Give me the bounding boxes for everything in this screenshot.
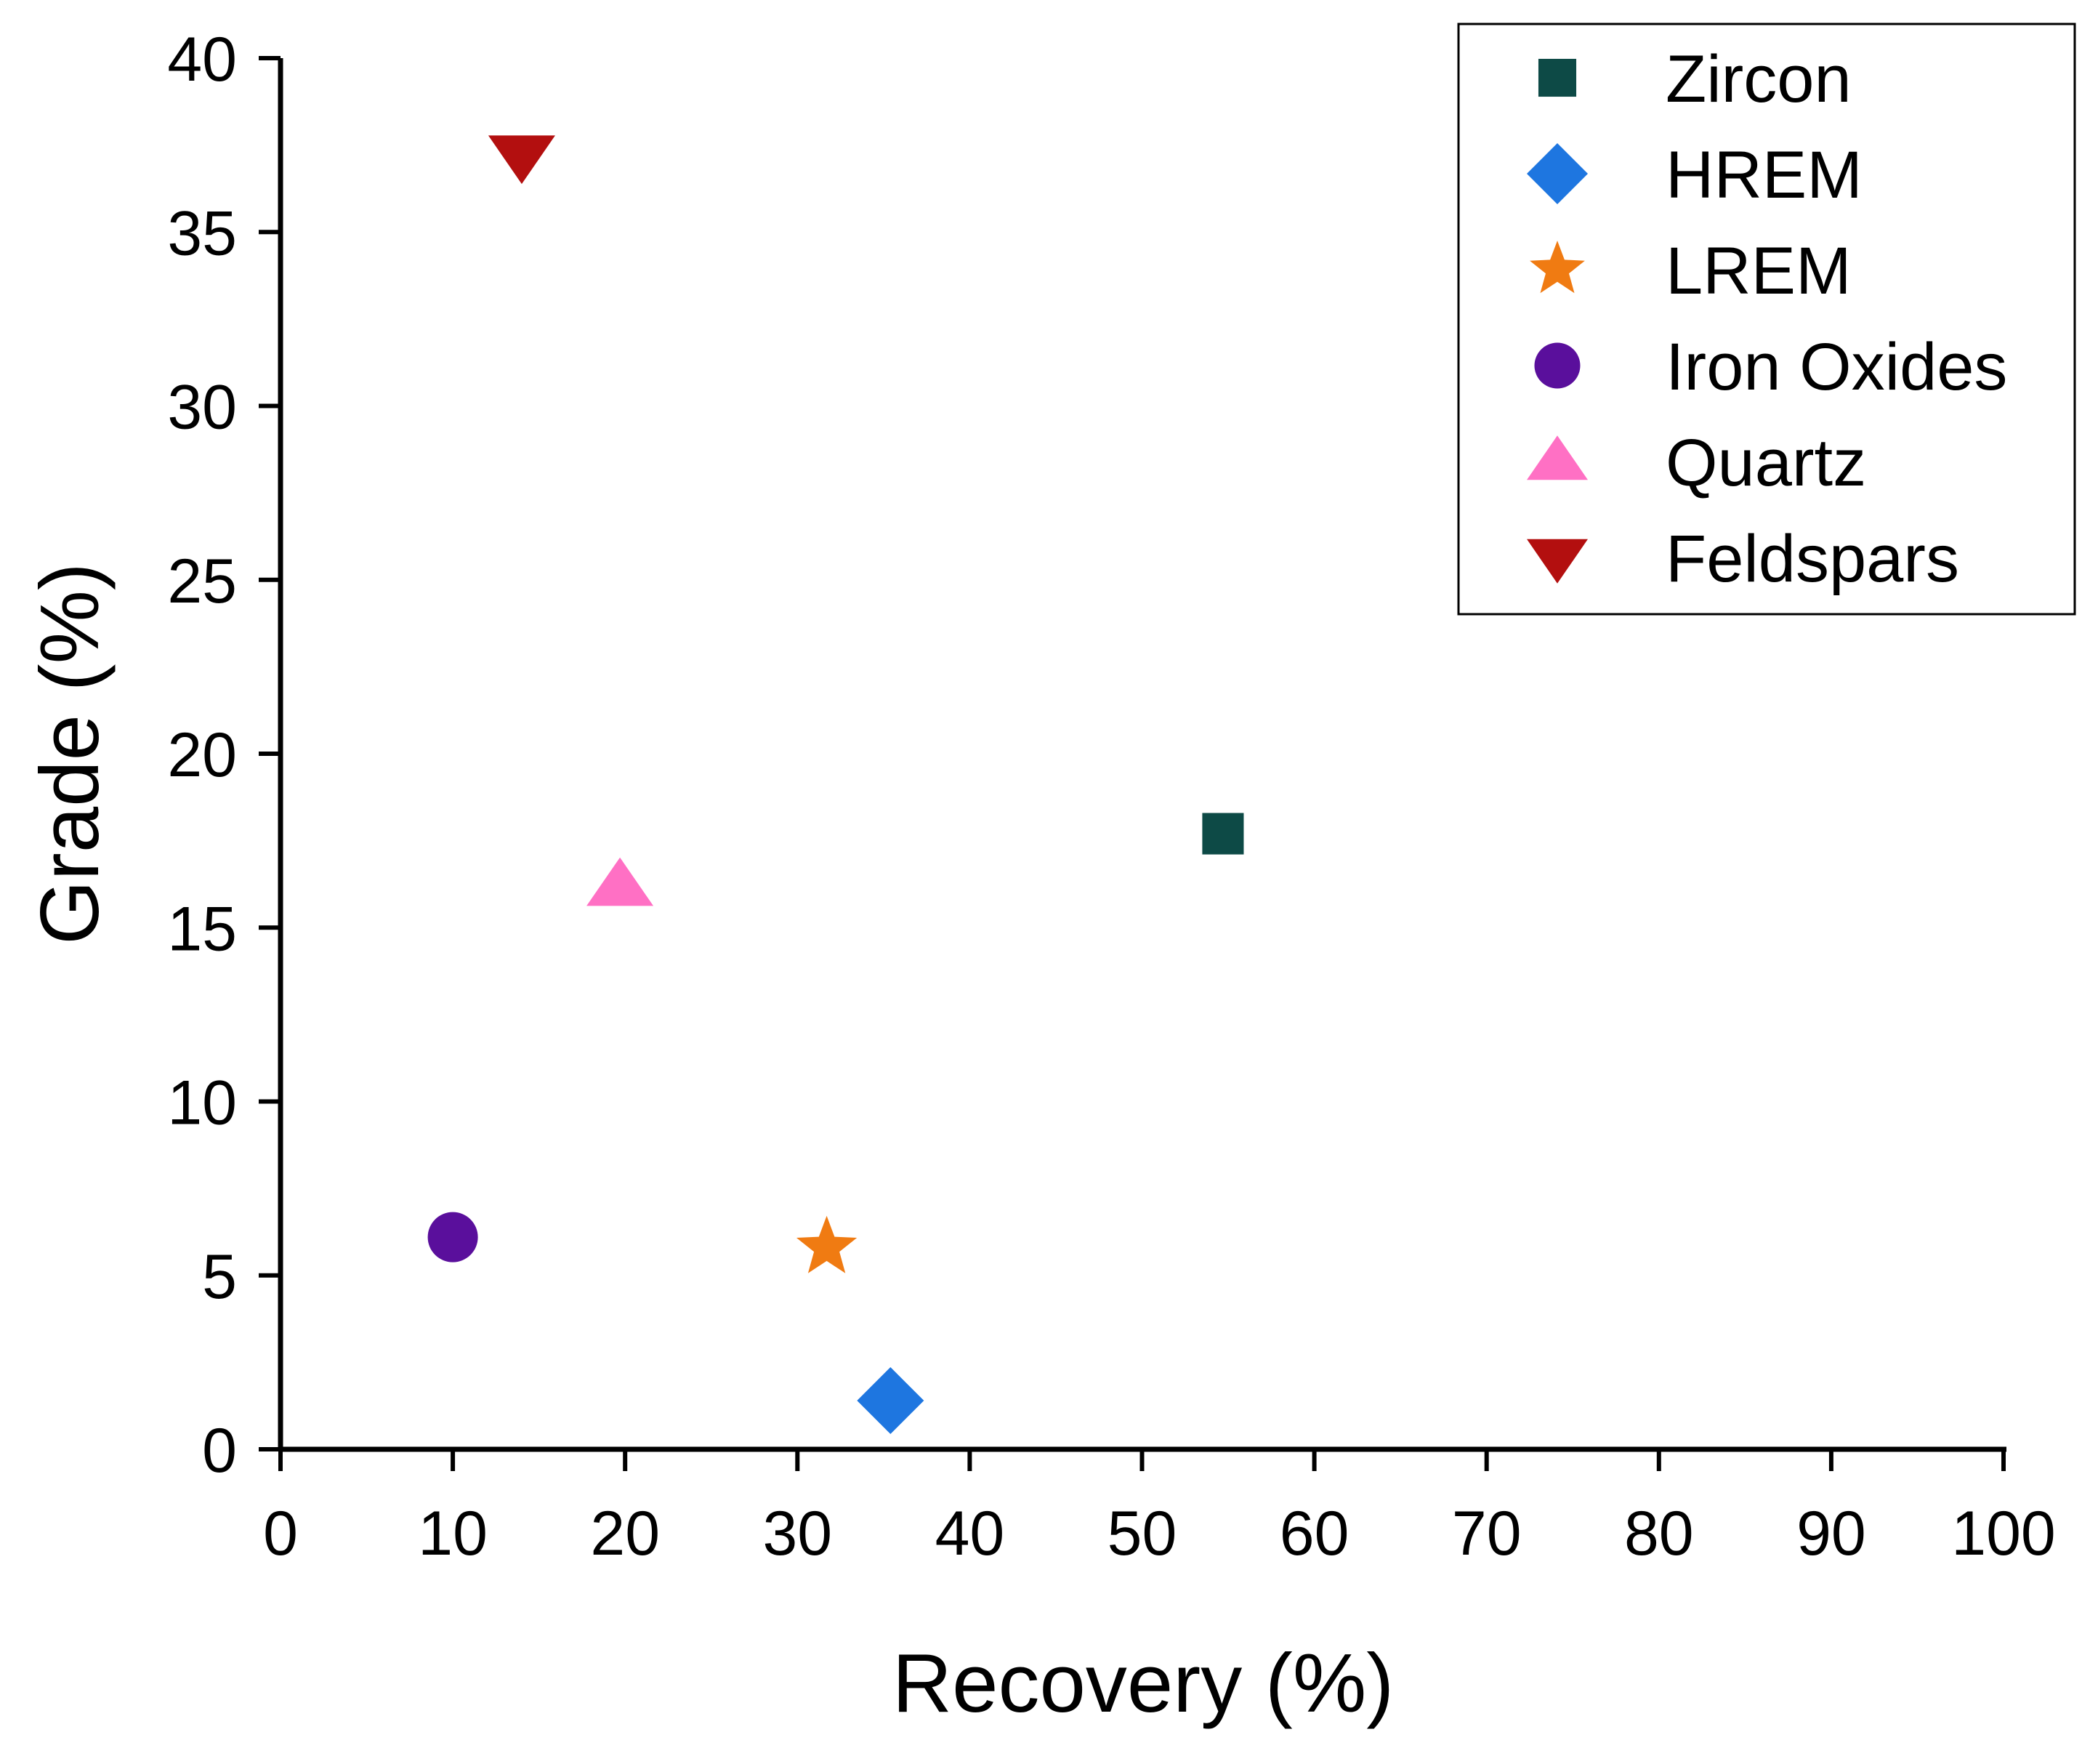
point-quartz [586,857,654,906]
legend-marker-lrem [1530,241,1585,294]
y-tick-label: 40 [167,25,237,94]
x-tick-label: 80 [1624,1499,1694,1568]
y-tick-label: 30 [167,373,237,443]
x-axis-title: Recovery (%) [892,1638,1394,1730]
point-feldspars [488,135,555,185]
point-lrem [796,1215,858,1273]
legend: Zircon HREM LREM Iron Oxides Quartz Feldspars [1527,42,2007,596]
y-tick-label: 0 [202,1416,237,1486]
x-tick-label: 70 [1452,1499,1522,1568]
x-tick-label: 60 [1280,1499,1349,1568]
legend-label: Zircon [1666,42,1852,116]
legend-box [1457,23,2076,616]
data-points [427,135,1244,1435]
legend-label: Quartz [1666,426,1866,500]
x-tick-label: 10 [418,1499,488,1568]
x-tick-label: 0 [263,1499,298,1568]
x-tick-label: 30 [762,1499,832,1568]
point-hrem [857,1367,924,1435]
legend-label: HREM [1666,138,1863,212]
x-tick-label: 90 [1796,1499,1866,1568]
x-tick-label: 50 [1107,1499,1177,1568]
x-tick-label: 40 [935,1499,1005,1568]
x-tick-label: 100 [1951,1499,2056,1568]
legend-marker-iron-oxides [1534,342,1581,389]
x-axis-ticks: 0 10 20 30 40 50 60 70 80 90 100 [263,1449,2056,1568]
legend-marker-zircon [1538,58,1577,97]
x-tick-label: 20 [590,1499,660,1568]
legend-marker-feldspars [1527,539,1588,584]
y-tick-label: 5 [202,1242,237,1312]
y-tick-label: 25 [167,547,237,616]
point-iron-oxides [427,1212,478,1262]
legend-marker-hrem [1527,143,1588,204]
legend-label: Feldspars [1666,522,1959,596]
y-tick-label: 35 [167,198,237,268]
legend-marker-quartz [1527,435,1588,480]
y-axis-title: Grade (%) [24,563,116,945]
y-tick-label: 15 [167,894,237,964]
legend-label: LREM [1666,234,1852,308]
legend-label: Iron Oxides [1666,330,2007,404]
y-tick-label: 10 [167,1068,237,1138]
y-tick-label: 20 [167,720,237,790]
y-axis-ticks: 0 5 10 15 20 25 30 35 40 [167,25,281,1486]
point-zircon [1202,813,1244,855]
